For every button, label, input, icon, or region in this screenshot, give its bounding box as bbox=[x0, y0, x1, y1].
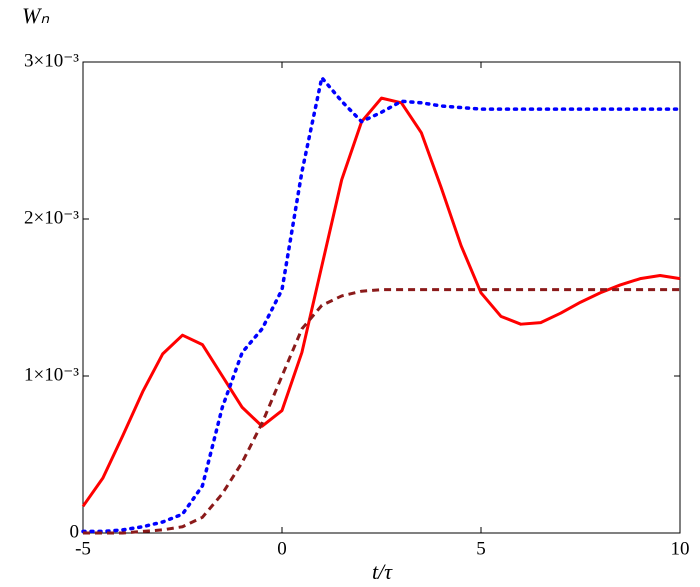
x-axis-label: t/τ bbox=[372, 559, 393, 584]
x-tick-label: 10 bbox=[671, 538, 690, 559]
series-line bbox=[81, 75, 682, 534]
y-axis-label: Wₙ bbox=[22, 3, 49, 28]
y-tick-label: 2×10⁻³ bbox=[24, 207, 79, 228]
y-tick-label: 3×10⁻³ bbox=[24, 50, 79, 71]
y-tick-label: 0 bbox=[70, 521, 80, 542]
series-line bbox=[81, 96, 681, 508]
x-tick-label: 0 bbox=[277, 538, 287, 559]
x-tick-label: 5 bbox=[476, 538, 486, 559]
x-tick-label: -5 bbox=[75, 538, 91, 559]
plot-frame bbox=[82, 61, 681, 534]
series-line bbox=[83, 288, 680, 535]
y-tick-label: 1×10⁻³ bbox=[24, 364, 79, 385]
